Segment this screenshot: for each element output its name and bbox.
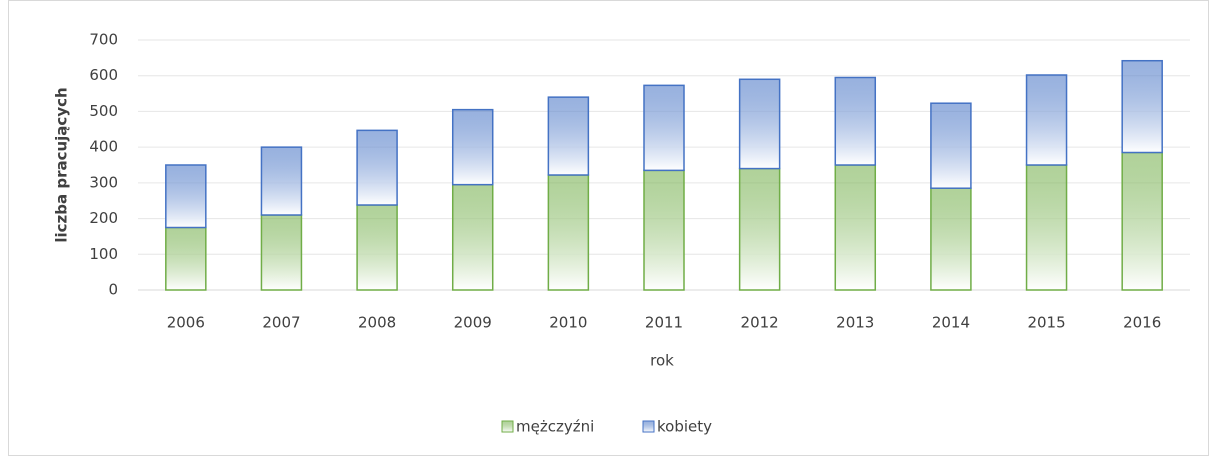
x-tick-label: 2009 [454, 314, 492, 332]
x-tick-label: 2008 [358, 314, 396, 332]
bar-segment [260, 214, 303, 291]
x-tick-label: 2014 [932, 314, 970, 332]
y-tick-label: 700 [89, 31, 118, 49]
x-tick-label: 2011 [645, 314, 683, 332]
bar-segment [1121, 59, 1163, 154]
bar-segment [1025, 164, 1068, 291]
legend-swatch [642, 420, 655, 433]
y-tick-label: 100 [89, 245, 118, 263]
y-tick-label: 0 [108, 281, 118, 299]
bar-segment [260, 146, 303, 216]
bar-segment [356, 129, 398, 206]
bar-segment [643, 169, 685, 291]
bar-segment [165, 226, 207, 291]
y-tick-label: 500 [89, 102, 118, 120]
bar-segment [1025, 74, 1068, 166]
bar-segment [451, 183, 494, 291]
chart-border [8, 0, 1209, 456]
bar-segment [930, 102, 972, 189]
bar-segment [547, 96, 590, 176]
bar-segment [738, 78, 781, 170]
bar-segment [834, 164, 877, 291]
legend-label: mężczyźni [516, 418, 594, 436]
bar-segment [356, 204, 398, 291]
y-tick-label: 300 [89, 173, 118, 191]
x-tick-label: 2010 [549, 314, 587, 332]
y-tick-label: 600 [89, 66, 118, 84]
bar-segment [834, 76, 877, 166]
legend-swatch [501, 420, 514, 433]
x-axis-label: rok [650, 352, 674, 370]
x-tick-label: 2012 [741, 314, 779, 332]
bar-segment [1121, 151, 1163, 291]
bar-segment [547, 174, 590, 291]
bar-segment [930, 187, 972, 291]
y-axis-label: liczba pracujących [53, 87, 71, 242]
x-tick-label: 2006 [167, 314, 205, 332]
x-tick-label: 2016 [1123, 314, 1161, 332]
bar-segment [643, 84, 685, 172]
x-tick-label: 2015 [1027, 314, 1065, 332]
x-tick-label: 2013 [836, 314, 874, 332]
bar-segment [738, 167, 781, 291]
x-tick-label: 2007 [262, 314, 300, 332]
bar-segment [451, 108, 494, 186]
bar-segment [165, 164, 207, 229]
legend-label: kobiety [657, 418, 712, 436]
y-tick-label: 200 [89, 209, 118, 227]
y-tick-label: 400 [89, 138, 118, 156]
